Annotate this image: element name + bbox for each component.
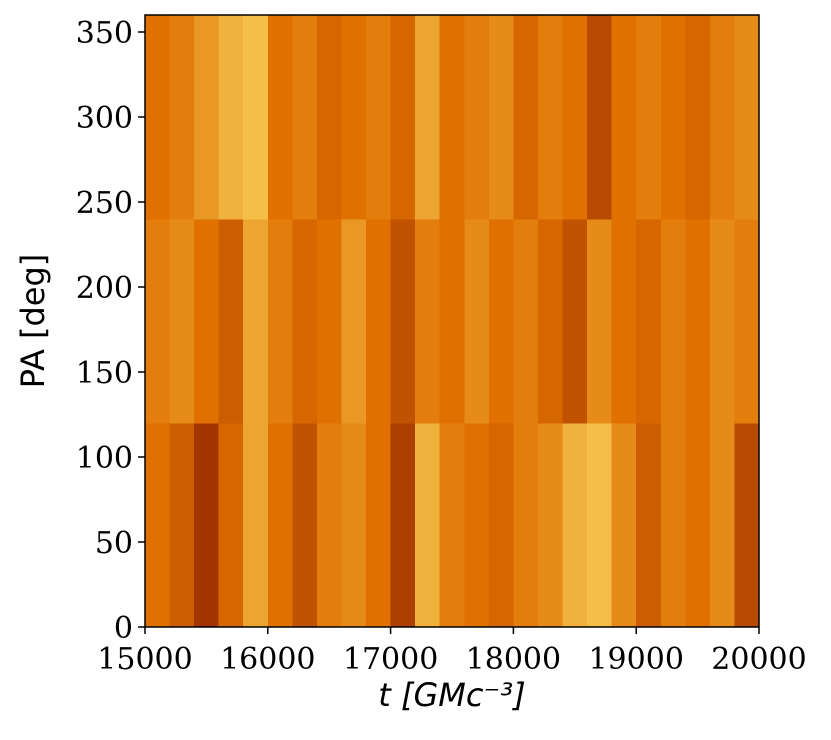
heat-cell bbox=[390, 219, 416, 424]
heat-cell bbox=[734, 423, 760, 628]
heat-cell bbox=[513, 423, 539, 628]
x-tick-label: 17000 bbox=[343, 642, 438, 677]
heat-cell bbox=[537, 15, 564, 220]
heat-cell bbox=[587, 219, 613, 424]
heat-cell bbox=[685, 219, 711, 424]
x-tick-label: 15000 bbox=[97, 642, 192, 677]
heat-cell bbox=[464, 15, 490, 220]
heat-cell bbox=[415, 15, 441, 220]
heat-cell bbox=[366, 15, 392, 220]
heat-cell bbox=[145, 423, 171, 628]
heat-cell bbox=[513, 219, 539, 424]
heat-cell bbox=[587, 15, 613, 220]
y-tick-label: 250 bbox=[76, 186, 133, 221]
heat-cell bbox=[611, 219, 637, 424]
heat-cell bbox=[267, 15, 293, 220]
heat-cell bbox=[341, 15, 367, 220]
y-tick-label: 350 bbox=[76, 16, 133, 51]
heat-cell bbox=[439, 423, 465, 628]
heat-cell bbox=[464, 219, 490, 424]
heat-cell bbox=[488, 219, 514, 424]
heat-cell bbox=[194, 15, 220, 220]
heat-cell bbox=[145, 219, 171, 424]
y-tick-label: 0 bbox=[114, 611, 133, 646]
heat-cell bbox=[611, 15, 637, 220]
heat-cell bbox=[537, 423, 564, 628]
heat-cell bbox=[537, 219, 564, 424]
heat-cell bbox=[316, 423, 342, 628]
heat-cell bbox=[734, 15, 760, 220]
x-tick-label: 20000 bbox=[711, 642, 806, 677]
heat-cell bbox=[243, 423, 269, 628]
heat-cell bbox=[685, 423, 711, 628]
heat-cell bbox=[267, 423, 293, 628]
heat-cell bbox=[292, 15, 318, 220]
heat-cell bbox=[562, 423, 588, 628]
heat-cell bbox=[292, 423, 318, 628]
heat-cell bbox=[169, 15, 195, 220]
heat-cell bbox=[611, 423, 637, 628]
heat-cell bbox=[415, 423, 441, 628]
heat-cell bbox=[194, 423, 220, 628]
heat-cell bbox=[685, 15, 711, 220]
heat-cell bbox=[218, 15, 244, 220]
heat-cell bbox=[660, 423, 686, 628]
heat-cell bbox=[513, 15, 539, 220]
heat-cell bbox=[439, 219, 465, 424]
heat-cell bbox=[316, 219, 342, 424]
heat-cell bbox=[366, 219, 392, 424]
heat-cell bbox=[562, 219, 588, 424]
y-tick-label: 300 bbox=[76, 101, 133, 136]
heat-cell bbox=[660, 219, 686, 424]
heat-cell bbox=[341, 423, 367, 628]
heat-cell bbox=[243, 219, 269, 424]
heat-cell bbox=[488, 423, 514, 628]
heat-cell bbox=[292, 219, 318, 424]
heat-cell bbox=[169, 219, 195, 424]
y-tick-label: 100 bbox=[76, 441, 133, 476]
x-tick-label: 16000 bbox=[220, 642, 315, 677]
heat-cell bbox=[390, 15, 416, 220]
heat-cell bbox=[366, 423, 392, 628]
heat-cell bbox=[194, 219, 220, 424]
heat-cell bbox=[390, 423, 416, 628]
x-tick-label: 19000 bbox=[588, 642, 683, 677]
heat-cell bbox=[636, 219, 662, 424]
heat-cell bbox=[734, 219, 760, 424]
y-tick-label: 50 bbox=[95, 526, 133, 561]
heat-cell bbox=[587, 423, 613, 628]
x-tick-label: 18000 bbox=[466, 642, 561, 677]
y-tick-label: 200 bbox=[76, 271, 133, 306]
heat-cell bbox=[488, 15, 514, 220]
heat-cell bbox=[660, 15, 686, 220]
heat-cell bbox=[464, 423, 490, 628]
heat-cell bbox=[709, 219, 735, 424]
plot-frame bbox=[144, 14, 760, 628]
heat-cell bbox=[415, 219, 441, 424]
heat-cell bbox=[439, 15, 465, 220]
heat-cell bbox=[636, 423, 662, 628]
heat-cell bbox=[243, 15, 269, 220]
x-axis-label: t [GMc⁻³] bbox=[378, 676, 525, 714]
heat-cell bbox=[218, 219, 244, 424]
heat-cell bbox=[341, 219, 367, 424]
heat-cell bbox=[709, 423, 735, 628]
heat-cell bbox=[267, 219, 293, 424]
heat-cell bbox=[316, 15, 342, 220]
heat-cell bbox=[218, 423, 244, 628]
heatmap bbox=[145, 15, 760, 628]
heat-cell bbox=[145, 15, 171, 220]
heat-cell bbox=[562, 15, 588, 220]
heat-cell bbox=[636, 15, 662, 220]
y-axis-label: PA [deg] bbox=[14, 254, 52, 389]
y-tick-label: 150 bbox=[76, 356, 133, 391]
heat-cell bbox=[709, 15, 735, 220]
heat-cell bbox=[169, 423, 195, 628]
